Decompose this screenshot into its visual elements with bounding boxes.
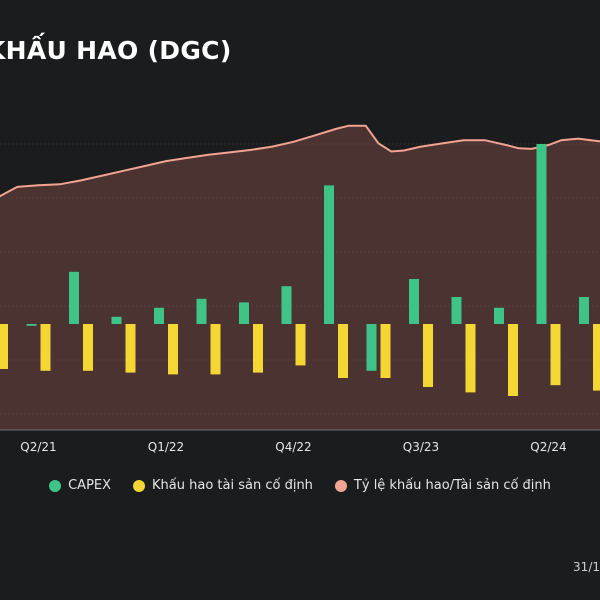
capex-bar bbox=[154, 307, 164, 324]
x-tick-label: Q2/24 bbox=[530, 440, 566, 454]
capex-bar bbox=[494, 307, 504, 324]
capex-bar bbox=[409, 279, 419, 324]
capex-bar bbox=[111, 316, 122, 324]
legend-item-ratio[interactable]: Tỷ lệ khấu hao/Tài sản cố định bbox=[334, 478, 551, 493]
x-tick-label: Q3/23 bbox=[403, 440, 439, 454]
depreciation-bar bbox=[465, 324, 476, 393]
capex-bar bbox=[281, 286, 292, 324]
capex-bar bbox=[536, 144, 547, 324]
legend-item-depreciation[interactable]: Khấu hao tài sản cố định bbox=[133, 478, 313, 493]
capex-bar bbox=[196, 298, 207, 324]
legend-label: Tỷ lệ khấu hao/Tài sản cố định bbox=[353, 478, 551, 493]
capex-bar bbox=[69, 271, 79, 324]
depreciation-bar bbox=[380, 324, 391, 378]
x-tick-label: Q1/22 bbox=[148, 440, 184, 454]
depreciation-bar bbox=[0, 324, 8, 369]
depreciation-bar bbox=[210, 324, 221, 375]
circle-dot-icon bbox=[133, 479, 146, 492]
chart-title: KHẤU HAO (DGC) bbox=[0, 36, 232, 65]
ratio-line bbox=[0, 124, 600, 198]
capex-bar bbox=[239, 302, 249, 324]
depreciation-bar bbox=[508, 324, 518, 396]
depreciation-bar bbox=[83, 324, 93, 371]
capex-bar bbox=[366, 324, 377, 371]
chart-legend: CAPEX Khấu hao tài sản cố định Tỷ lệ khấ… bbox=[0, 478, 600, 493]
capex-bar bbox=[451, 297, 462, 324]
legend-label: Khấu hao tài sản cố định bbox=[152, 478, 313, 493]
legend-label: CAPEX bbox=[68, 478, 112, 493]
capex-bar bbox=[324, 185, 334, 324]
depreciation-bar bbox=[168, 324, 178, 375]
depreciation-bar bbox=[338, 324, 348, 378]
date-footer: 31/1 bbox=[573, 560, 600, 574]
legend-item-capex[interactable]: CAPEX bbox=[49, 478, 111, 493]
x-tick-label: Q2/21 bbox=[20, 440, 56, 454]
circle-dot-icon bbox=[334, 479, 347, 492]
depreciation-bar bbox=[550, 324, 561, 386]
x-tick-label: Q4/22 bbox=[275, 440, 311, 454]
circle-dot-icon bbox=[49, 479, 62, 492]
depreciation-bar bbox=[125, 324, 136, 373]
capex-bar bbox=[26, 324, 37, 326]
capex-bar bbox=[579, 297, 589, 324]
ratio-area bbox=[0, 125, 600, 430]
depreciation-bar bbox=[253, 324, 263, 373]
depreciation-bar bbox=[423, 324, 433, 387]
depreciation-bar bbox=[40, 324, 51, 371]
depreciation-bar bbox=[295, 324, 306, 366]
depreciation-bar bbox=[593, 324, 600, 391]
